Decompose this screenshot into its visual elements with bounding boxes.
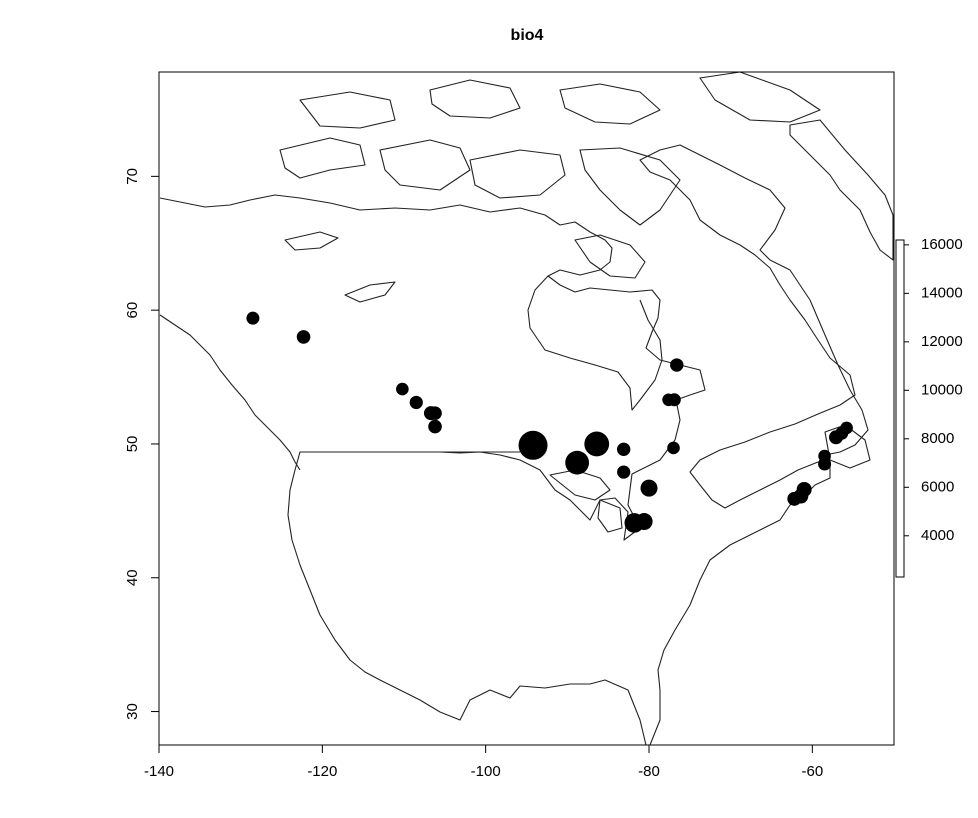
x-tick-label: -60: [801, 763, 823, 780]
arctic-island-8: [699, 71, 821, 123]
data-point: [246, 311, 260, 325]
lake-huron-outline: [597, 499, 623, 533]
legend-tick-label: 12000: [921, 333, 963, 350]
arctic-island-2: [379, 139, 471, 191]
x-tick-label: -120: [307, 763, 337, 780]
y-tick-label: 60: [124, 302, 141, 319]
west-coast-outline: [159, 314, 301, 471]
east-coast-outline: [639, 144, 869, 746]
data-point: [640, 479, 658, 497]
data-point: [396, 382, 409, 396]
arctic-island-9: [284, 231, 339, 251]
x-axis: -140 -120 -100 -80 -60: [144, 744, 823, 780]
x-tick-label: -140: [144, 763, 174, 780]
data-point: [428, 406, 442, 420]
arctic-island-6: [429, 79, 521, 119]
great-lakes-outline: [549, 469, 611, 501]
legend-tick-label: 10000: [921, 381, 963, 398]
x-tick-label: -80: [638, 763, 660, 780]
baffin-island-outline: [574, 234, 646, 279]
arctic-island-4: [579, 147, 681, 226]
arctic-island-10: [344, 281, 396, 303]
legend-tick-label: 14000: [921, 284, 963, 301]
data-point: [667, 441, 680, 455]
arctic-island-1: [279, 137, 366, 179]
data-point: [409, 395, 423, 410]
arctic-island-5: [299, 91, 396, 129]
legend-tick-label: 6000: [921, 478, 954, 495]
points-layer: [246, 311, 853, 533]
size-legend: 4000 6000 8000 10000 12000 14000 16000: [895, 236, 963, 578]
coastline-outlines: [159, 71, 894, 746]
legend-tick-label: 8000: [921, 430, 954, 447]
data-point: [667, 393, 681, 407]
data-point: [635, 513, 653, 531]
greenland-outline: [789, 119, 894, 261]
data-point: [518, 430, 548, 460]
y-tick-label: 70: [124, 168, 141, 185]
data-point: [565, 450, 590, 475]
y-tick-label: 50: [124, 436, 141, 453]
hudson-bay-outline: [527, 275, 663, 411]
data-point: [584, 431, 610, 457]
data-point: [796, 481, 812, 497]
arctic-island-7: [559, 83, 661, 125]
data-point: [616, 442, 631, 457]
plot-frame: [158, 71, 895, 746]
x-tick-label: -100: [471, 763, 501, 780]
y-axis: 30 40 50 60 70: [124, 168, 160, 720]
data-point: [296, 330, 311, 344]
legend-bar: [895, 239, 905, 578]
y-tick-label: 30: [124, 703, 141, 720]
legend-tick-label: 16000: [921, 236, 963, 253]
data-point: [818, 457, 832, 471]
arctic-island-3: [469, 149, 566, 199]
data-point: [617, 465, 631, 479]
data-point: [670, 358, 684, 372]
chart-title: bio4: [511, 27, 544, 44]
data-point: [428, 419, 442, 434]
legend-tick-label: 4000: [921, 527, 954, 544]
y-tick-label: 40: [124, 569, 141, 586]
data-point: [840, 421, 853, 435]
